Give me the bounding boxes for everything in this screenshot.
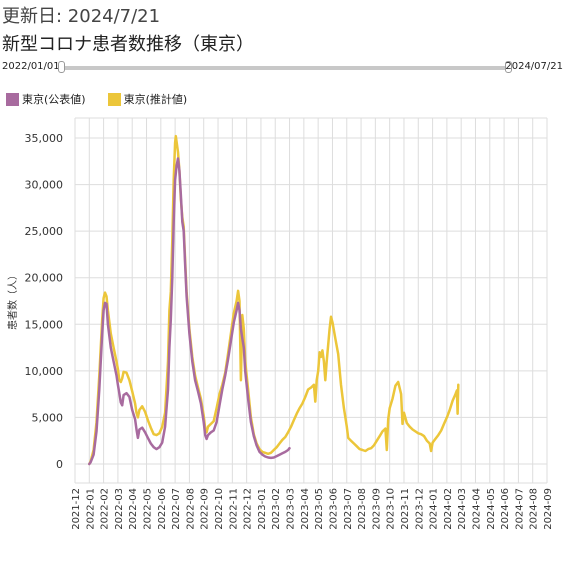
x-tick-label: 2023-11 (400, 488, 411, 530)
x-tick-label: 2024-03 (457, 488, 468, 530)
range-start-label: 2022/01/01 (2, 61, 60, 72)
series-line-official (88, 157, 291, 466)
x-tick-label: 2022-12 (243, 488, 254, 530)
x-tick-label: 2023-05 (314, 488, 325, 530)
x-tick-label: 2023-08 (357, 488, 368, 530)
series-line-estimated (88, 134, 460, 466)
range-start-handle[interactable] (58, 61, 65, 73)
x-tick-label: 2024-05 (486, 488, 497, 530)
legend-swatch-official (6, 92, 19, 106)
x-tick-label: 2021-12 (71, 488, 82, 530)
x-tick-label: 2024-01 (429, 488, 440, 530)
legend-item-estimated[interactable]: 東京(推計値) (107, 91, 188, 107)
y-tick-label: 25,000 (25, 225, 64, 238)
x-tick-label: 2023-01 (257, 488, 268, 530)
range-track[interactable] (62, 66, 510, 70)
legend-item-official[interactable]: 東京(公表値) (6, 91, 86, 107)
range-end-handle[interactable] (505, 61, 512, 73)
x-tick-label: 2022-01 (85, 488, 96, 530)
y-tick-label: 10,000 (25, 365, 64, 378)
y-tick-label: 0 (56, 458, 63, 471)
x-tick-label: 2023-07 (343, 488, 354, 530)
x-tick-label: 2024-04 (471, 488, 482, 530)
legend-label-official: 東京(公表値) (22, 93, 86, 106)
x-tick-label: 2022-08 (185, 488, 196, 530)
y-tick-label: 15,000 (25, 318, 64, 331)
chart-title: 新型コロナ患者数推移（東京） (2, 34, 254, 55)
y-tick-label: 20,000 (25, 272, 64, 285)
x-tick-label: 2022-04 (128, 488, 139, 530)
range-end-label: 2024/07/21 (505, 61, 563, 72)
x-tick-label: 2022-10 (214, 488, 225, 530)
x-tick-label: 2022-11 (228, 488, 239, 530)
x-tick-label: 2023-06 (328, 488, 339, 530)
legend-swatch-estimated (107, 92, 121, 106)
legend: 東京(公表値) 東京(推計値) (6, 91, 187, 107)
y-tick-label: 30,000 (25, 179, 64, 192)
legend-label-estimated: 東京(推計値) (123, 93, 188, 106)
date-range-slider[interactable]: 2022/01/01 2024/07/21 (0, 58, 567, 78)
x-tick-label: 2024-06 (500, 488, 511, 530)
x-tick-label: 2022-09 (200, 488, 211, 530)
x-tick-label: 2022-07 (171, 488, 182, 530)
x-tick-label: 2023-02 (271, 488, 282, 530)
x-tick-label: 2022-02 (100, 488, 111, 530)
x-tick-label: 2023-10 (386, 488, 397, 530)
x-tick-label: 2023-09 (371, 488, 382, 530)
x-tick-label: 2024-02 (443, 488, 454, 530)
x-tick-label: 2023-03 (286, 488, 297, 530)
y-tick-label: 5,000 (32, 411, 64, 424)
x-tick-label: 2024-07 (514, 488, 525, 530)
x-tick-label: 2022-05 (143, 488, 154, 530)
x-tick-label: 2022-06 (157, 488, 168, 530)
updated-date: 更新日: 2024/7/21 (2, 6, 161, 27)
y-tick-label: 35,000 (25, 132, 64, 145)
x-tick-label: 2022-03 (114, 488, 125, 530)
x-tick-label: 2024-08 (529, 488, 540, 530)
y-axis-label: 患者数（人） (6, 270, 19, 330)
x-tick-label: 2023-12 (414, 488, 425, 530)
x-tick-label: 2023-04 (300, 488, 311, 530)
x-tick-label: 2024-09 (543, 488, 554, 530)
